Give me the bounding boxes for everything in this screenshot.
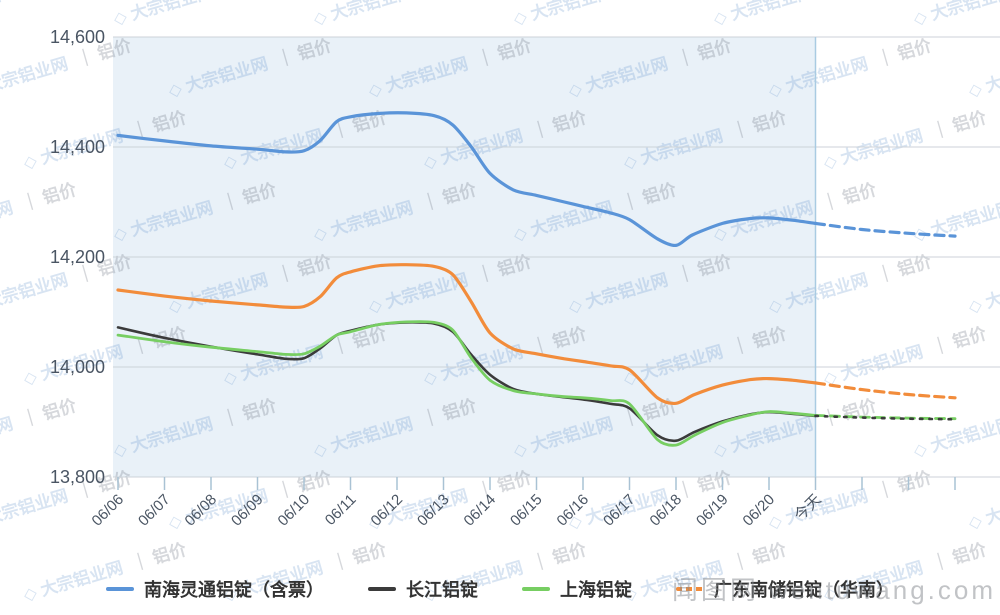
x-axis-label: 06/10 [275, 491, 314, 530]
series-forecast-line-1 [814, 414, 957, 421]
series-line-2 [116, 320, 817, 447]
series-line-1 [116, 321, 817, 443]
legend-item-changjiang[interactable]: 长江铝锭 [368, 576, 478, 602]
x-axis-label: 06/15 [507, 491, 546, 530]
series-forecast-line-3 [813, 381, 957, 400]
chart-legend: 南海灵通铝锭（含票） 长江铝锭 上海铝锭 广东南储铝锭（华南） [0, 576, 1000, 602]
y-axis-label: 14,600 [50, 27, 105, 47]
legend-line-marker [106, 587, 134, 591]
x-axis-label: 06/18 [647, 491, 686, 530]
x-axis-label: 06/20 [740, 491, 779, 530]
x-axis-label: 06/08 [182, 491, 221, 530]
x-axis-label: 06/16 [554, 491, 593, 530]
legend-line-marker [368, 587, 396, 591]
y-axis-label: 14,200 [50, 247, 105, 267]
legend-label: 广东南储铝锭（华南） [714, 580, 894, 600]
y-axis-label: 14,000 [50, 357, 105, 377]
legend-label: 长江铝锭 [406, 580, 478, 600]
series-line-0 [116, 111, 818, 248]
x-axis-label: 06/17 [600, 491, 639, 530]
x-axis-label: 06/14 [461, 491, 500, 530]
legend-item-shanghai[interactable]: 上海铝锭 [522, 576, 632, 602]
series-line-3 [116, 263, 818, 405]
legend-line-marker [522, 587, 550, 591]
legend-label: 上海铝锭 [560, 580, 632, 600]
legend-dashed-marker [676, 587, 704, 591]
y-axis-label: 13,800 [50, 467, 105, 487]
series-forecast-line-0 [813, 221, 957, 238]
x-axis-label: 今天 [791, 491, 824, 524]
x-axis-label: 06/19 [693, 491, 732, 530]
x-axis-label: 06/12 [368, 491, 407, 530]
x-axis-label: 06/07 [135, 491, 174, 530]
y-axis-label: 14,400 [50, 137, 105, 157]
legend-item-guangdong-nanchu[interactable]: 广东南储铝锭（华南） [676, 576, 894, 602]
legend-item-nanhai-lingtong[interactable]: 南海灵通铝锭（含票） [106, 576, 324, 602]
legend-label: 南海灵通铝锭（含票） [144, 580, 324, 600]
x-axis-label: 06/13 [414, 491, 453, 530]
x-axis-label: 06/06 [89, 491, 128, 530]
x-axis-label: 06/11 [322, 491, 360, 529]
x-axis-label: 06/09 [228, 491, 267, 530]
